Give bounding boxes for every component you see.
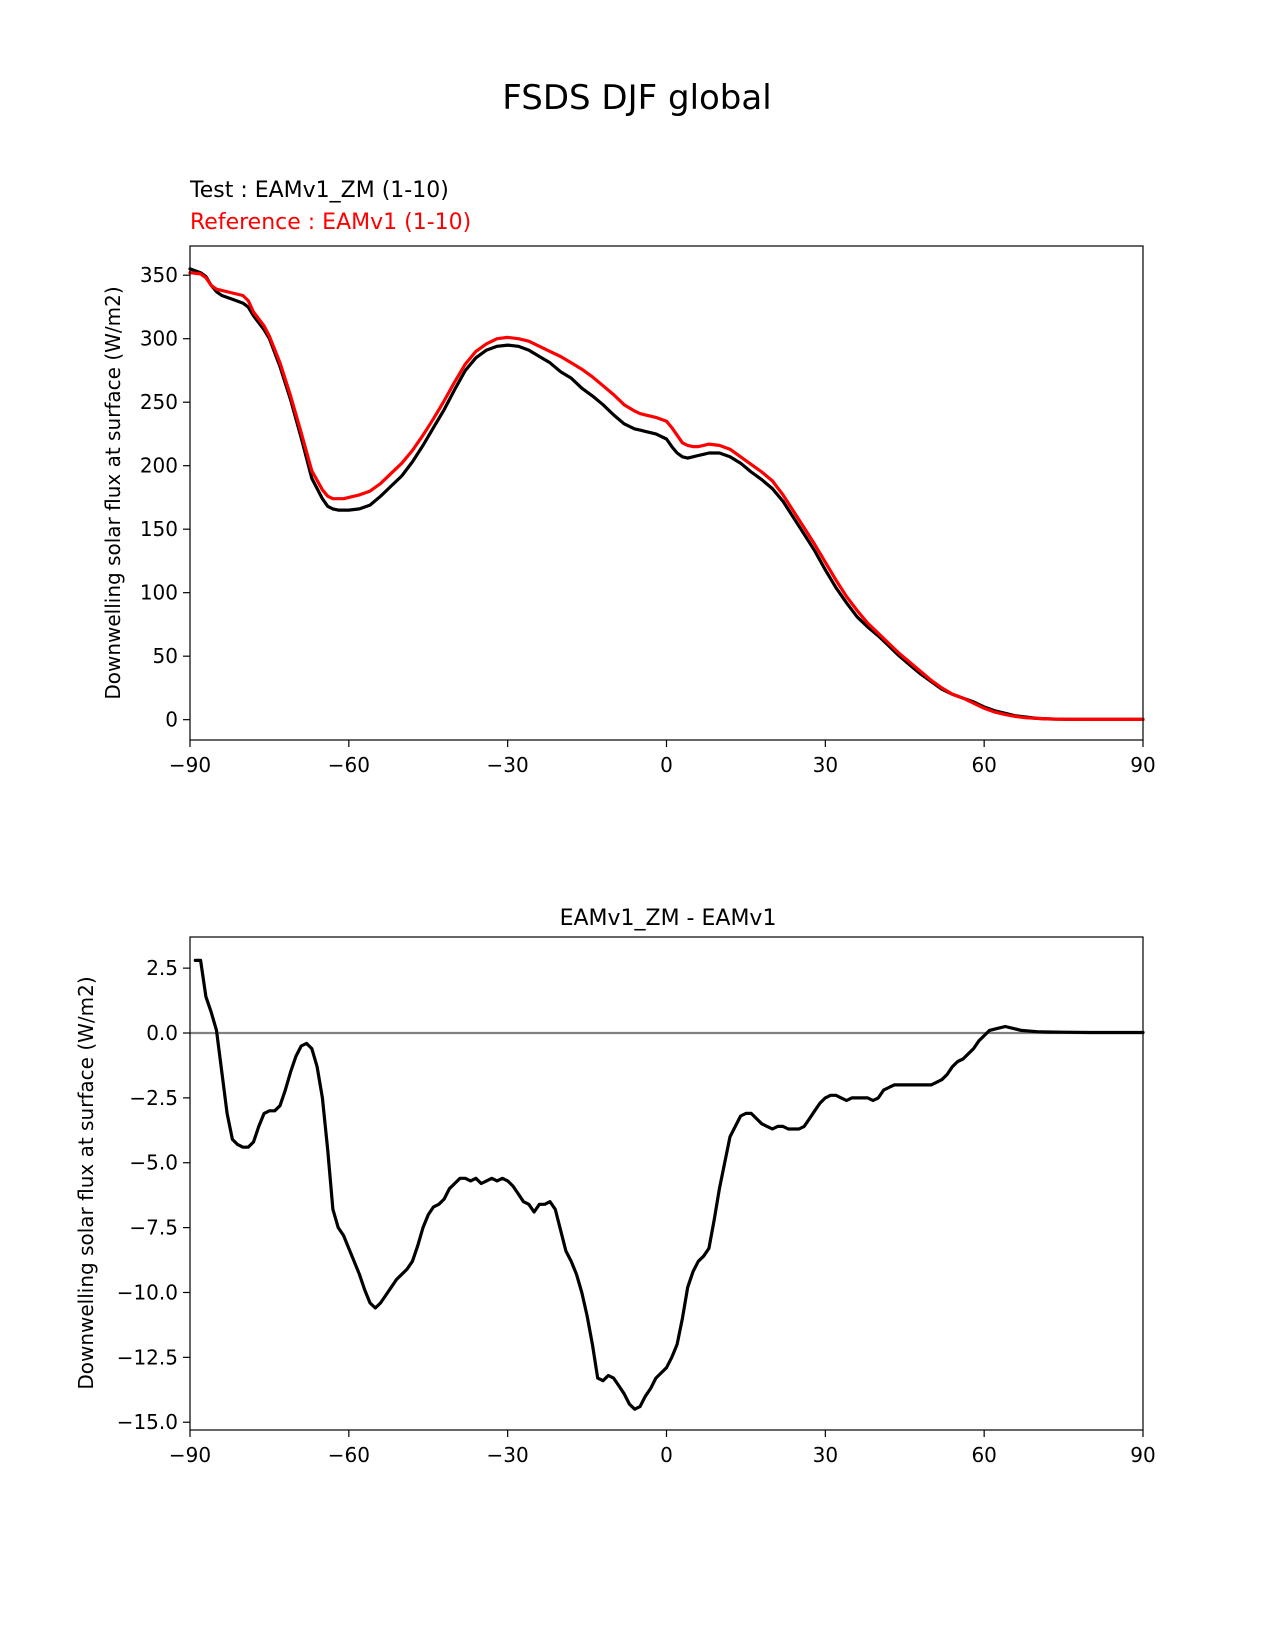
x-tick-label: 90 [1130, 1443, 1155, 1467]
x-tick-label: 60 [971, 753, 996, 777]
difference-plot: −90 −60 −30 0 30 60 90 2.5 0.0 −2.5 −5.0 −7.5 −10.0 −… [74, 936, 1156, 1467]
y-axis-label: Downwelling solar flux at surface (W/m2) [101, 286, 125, 699]
y-tick-label: −7.5 [129, 1216, 178, 1240]
y-tick-label: 0.0 [146, 1021, 178, 1045]
y-tick-label: 300 [140, 327, 178, 351]
difference-plot-title: EAMv1_ZM - EAMv1 [560, 906, 777, 931]
reference-label: Reference : EAMv1 (1-10) [190, 210, 471, 235]
y-tick-label: 200 [140, 454, 178, 478]
x-tick-label: −30 [487, 1443, 529, 1467]
x-tick-label: −60 [328, 753, 370, 777]
x-tick-label: 30 [813, 753, 838, 777]
test-label: Test : EAMv1_ZM (1-10) [189, 178, 449, 203]
x-tick-label: −30 [487, 753, 529, 777]
x-tick-label: 0 [660, 753, 673, 777]
y-tick-label: −2.5 [129, 1086, 178, 1110]
y-tick-label: −15.0 [117, 1410, 178, 1434]
y-tick-label: 50 [153, 644, 178, 668]
x-tick-label: 90 [1130, 753, 1155, 777]
y-tick-label: 100 [140, 581, 178, 605]
series-line-difference [193, 958, 1145, 1411]
y-tick-label: 2.5 [146, 956, 178, 980]
series-line-reference [188, 271, 1145, 721]
x-tick-label: 0 [660, 1443, 673, 1467]
x-tick-label: 30 [813, 1443, 838, 1467]
y-tick-label: −12.5 [117, 1345, 178, 1369]
y-tick-label: −5.0 [129, 1151, 178, 1175]
x-tick-label: −60 [328, 1443, 370, 1467]
top-plot: −90 −60 −30 0 30 60 90 0 50 100 150 200 250 300 350 Dow… [101, 245, 1156, 777]
y-axis-label: Downwelling solar flux at surface (W/m2) [74, 976, 98, 1389]
y-tick-label: 150 [140, 517, 178, 541]
x-tick-label: 60 [971, 1443, 996, 1467]
y-tick-label: 250 [140, 390, 178, 414]
y-tick-label: 0 [165, 708, 178, 732]
x-tick-label: −90 [169, 1443, 211, 1467]
figure-title: FSDS DJF global [502, 78, 771, 118]
y-tick-label: −10.0 [117, 1280, 178, 1304]
y-tick-label: 350 [140, 263, 178, 287]
x-tick-label: −90 [169, 753, 211, 777]
